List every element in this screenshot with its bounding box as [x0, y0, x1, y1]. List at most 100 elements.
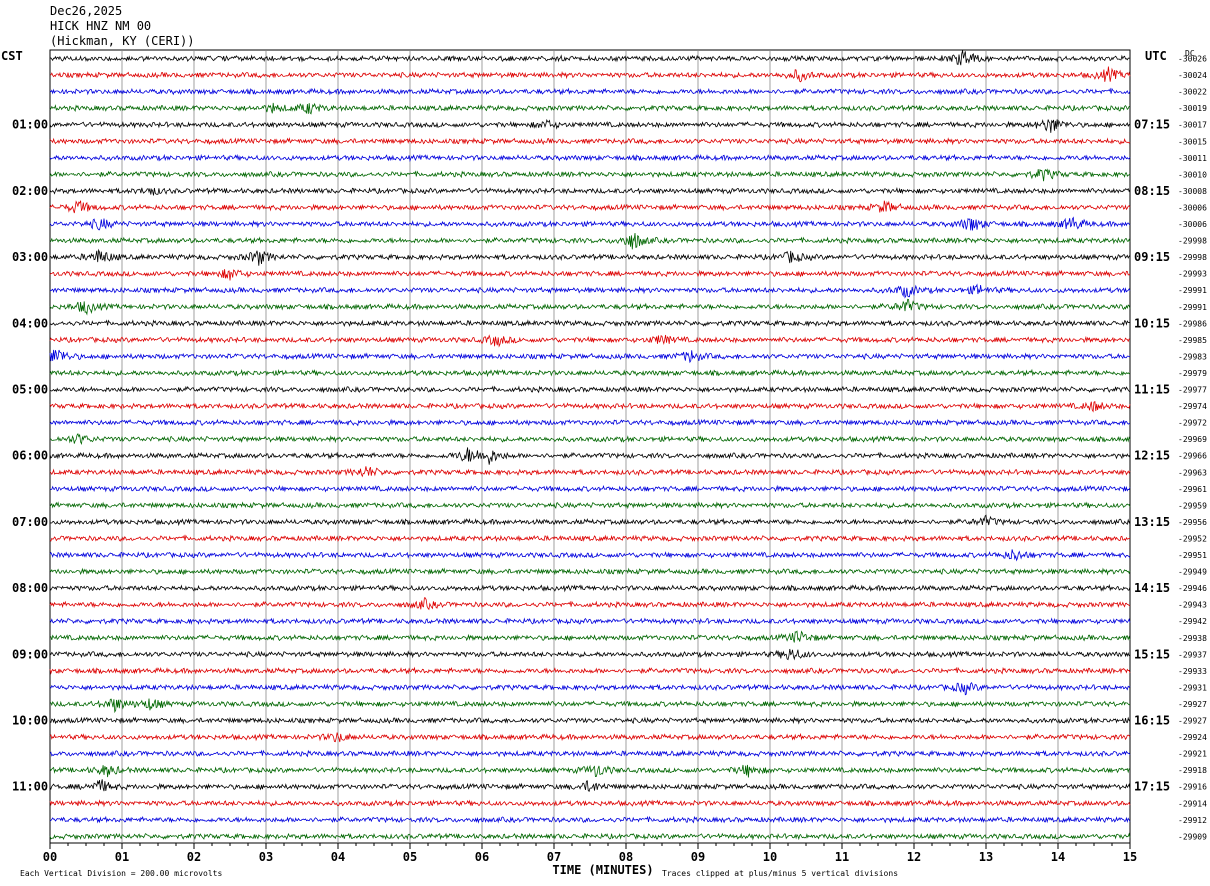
- dc-offset-label: -29991: [1178, 303, 1207, 312]
- dc-offset-label: -29946: [1178, 584, 1207, 593]
- right-hour-label: 10:15: [1134, 316, 1170, 330]
- right-hour-label: 08:15: [1134, 184, 1170, 198]
- seismic-trace: [49, 200, 1131, 214]
- left-hour-label: 10:00: [12, 714, 48, 728]
- seismic-trace: [49, 799, 1131, 808]
- dc-offset-label: -30006: [1178, 220, 1207, 229]
- seismic-trace: [49, 433, 1131, 445]
- seismic-trace: [49, 666, 1131, 675]
- right-hour-label: 16:15: [1134, 714, 1170, 728]
- dc-offset-label: -29974: [1178, 402, 1207, 411]
- seismic-trace: [49, 698, 1131, 714]
- seismic-trace: [49, 501, 1131, 510]
- seismic-trace: [49, 87, 1131, 96]
- left-hour-label: 03:00: [12, 250, 48, 264]
- left-hour-label: 04:00: [12, 316, 48, 330]
- seismic-trace: [49, 514, 1131, 527]
- seismic-trace: [49, 418, 1131, 427]
- seismic-trace: [49, 716, 1131, 725]
- left-hour-label: 02:00: [12, 184, 48, 198]
- left-hour-label: 01:00: [12, 118, 48, 132]
- seismic-trace: [49, 187, 1131, 196]
- dc-offset-label: -29956: [1178, 518, 1207, 527]
- right-hour-label: 11:15: [1134, 383, 1170, 397]
- dc-offset-label: -30026: [1178, 55, 1207, 64]
- seismic-trace: [49, 349, 1130, 364]
- dc-offset-label: -30017: [1178, 121, 1207, 130]
- x-tick-label: 15: [1123, 850, 1137, 864]
- seismic-trace: [49, 764, 1131, 778]
- dc-offset-label: -29931: [1178, 683, 1207, 692]
- x-tick-label: 00: [43, 850, 57, 864]
- seismic-trace: [49, 597, 1131, 611]
- seismic-trace: [49, 168, 1131, 182]
- x-tick-label: 05: [403, 850, 417, 864]
- seismic-trace: [49, 232, 1131, 250]
- seismic-trace: [49, 484, 1131, 493]
- dc-offset-label: -29963: [1178, 468, 1207, 477]
- right-hour-label: 14:15: [1134, 581, 1170, 595]
- seismic-trace: [49, 447, 1131, 465]
- x-tick-label: 03: [259, 850, 273, 864]
- dc-offset-label: -29969: [1178, 435, 1207, 444]
- seismic-trace: [49, 779, 1131, 793]
- seismic-trace: [49, 368, 1131, 378]
- right-hour-label: 15:15: [1134, 647, 1170, 661]
- x-tick-label: 09: [691, 850, 705, 864]
- dc-label: DC: [1185, 49, 1195, 58]
- dc-offset-label: -29942: [1178, 617, 1207, 626]
- seismic-trace: [49, 334, 1131, 348]
- seismic-trace: [49, 584, 1131, 593]
- dc-offset-label: -30010: [1178, 170, 1207, 179]
- dc-offset-label: -29916: [1178, 783, 1207, 792]
- right-hour-label: 13:15: [1134, 515, 1170, 529]
- dc-offset-label: -29912: [1178, 816, 1207, 825]
- seismic-trace: [49, 466, 1131, 478]
- dc-offset-label: -29991: [1178, 286, 1207, 295]
- seismic-trace: [49, 549, 1131, 562]
- seismic-trace: [49, 385, 1131, 394]
- dc-offset-label: -29993: [1178, 270, 1207, 279]
- dc-offset-label: -30015: [1178, 137, 1207, 146]
- x-tick-label: 04: [331, 850, 345, 864]
- dc-offset-label: -30022: [1178, 88, 1207, 97]
- dc-offset-label: -29977: [1178, 386, 1207, 395]
- dc-offset-label: -29927: [1178, 717, 1207, 726]
- seismic-trace: [49, 153, 1131, 163]
- seismic-trace: [49, 617, 1131, 626]
- right-axis-title: UTC: [1145, 49, 1167, 63]
- dc-offset-label: -29952: [1178, 534, 1207, 543]
- x-tick-label: 07: [547, 850, 561, 864]
- seismic-trace: [49, 102, 1131, 115]
- right-hour-label: 07:15: [1134, 118, 1170, 132]
- seismic-trace: [49, 283, 1131, 299]
- seismic-trace: [49, 732, 1131, 743]
- x-tick-label: 10: [763, 850, 777, 864]
- x-axis-label: TIME (MINUTES): [552, 863, 653, 877]
- dc-offset-label: -29918: [1178, 766, 1207, 775]
- seismic-trace: [49, 137, 1131, 146]
- seismic-trace: [49, 630, 1131, 643]
- dc-offset-label: -29959: [1178, 501, 1207, 510]
- dc-offset-label: -30006: [1178, 203, 1207, 212]
- seismic-trace: [49, 269, 1131, 281]
- dc-offset-label: -30019: [1178, 104, 1207, 113]
- right-hour-label: 17:15: [1134, 780, 1170, 794]
- x-tick-label: 02: [187, 850, 201, 864]
- seismic-trace: [49, 815, 1131, 824]
- dc-offset-label: -29983: [1178, 352, 1207, 361]
- x-tick-label: 14: [1051, 850, 1065, 864]
- header-date: Dec26,2025: [50, 4, 123, 18]
- right-hour-label: 12:15: [1134, 449, 1170, 463]
- dc-offset-label: -29933: [1178, 667, 1207, 676]
- left-hour-label: 09:00: [12, 647, 48, 661]
- seismic-trace: [49, 118, 1131, 133]
- left-hour-label: 07:00: [12, 515, 48, 529]
- plot-frame: [49, 49, 1131, 844]
- left-hour-label: 08:00: [12, 581, 48, 595]
- dc-offset-label: -29927: [1178, 700, 1207, 709]
- seismic-trace: [49, 400, 1131, 413]
- dc-offset-label: -29998: [1178, 253, 1207, 262]
- dc-offset-label: -29961: [1178, 485, 1207, 494]
